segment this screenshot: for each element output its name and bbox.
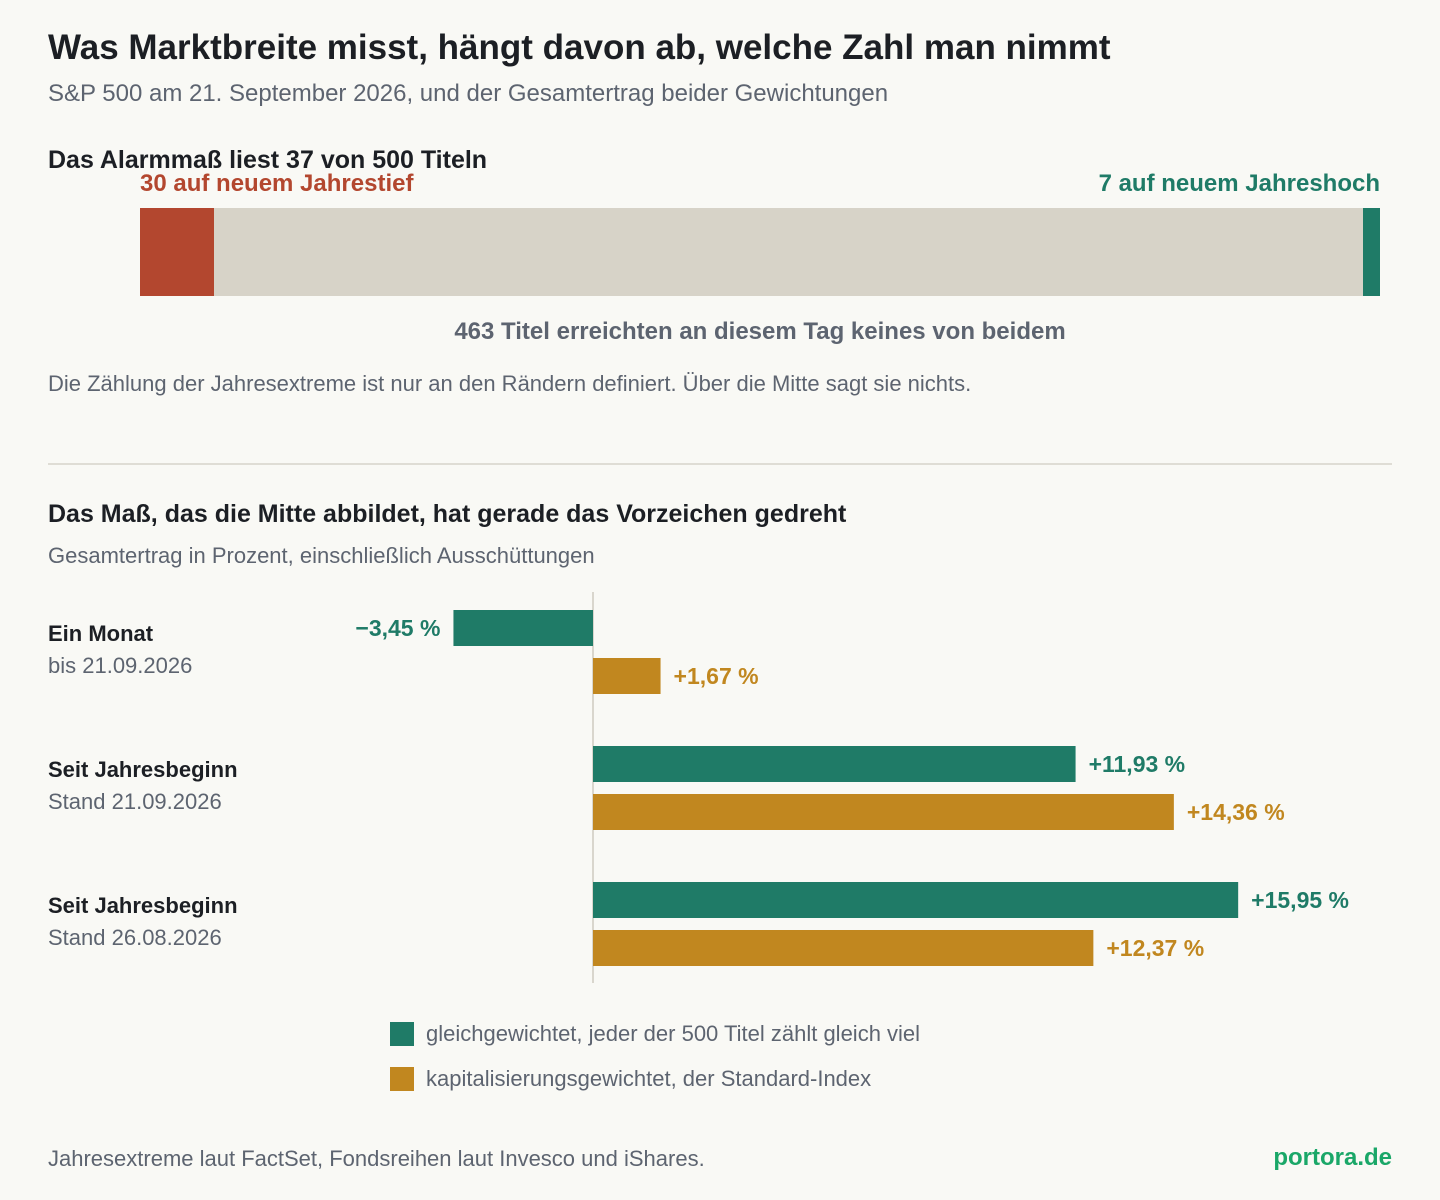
row-title-1: Ein Monat <box>48 621 154 646</box>
value-label-cap-2: +14,36 % <box>1187 799 1285 825</box>
bar-equal-3 <box>593 882 1239 918</box>
bar-cap-3 <box>593 930 1094 966</box>
legend-swatch-equal <box>390 1022 414 1046</box>
segment-neither <box>214 208 1363 296</box>
row-title-2: Seit Jahresbeginn <box>48 757 238 782</box>
section2-subtitle: Gesamtertrag in Prozent, einschließlich … <box>48 543 595 568</box>
brand-link[interactable]: portora.de <box>1273 1144 1392 1171</box>
section1-note: Die Zählung der Jahresextreme ist nur an… <box>48 371 972 396</box>
row-title-3: Seit Jahresbeginn <box>48 893 238 918</box>
bar-equal-1 <box>453 610 593 646</box>
bar-cap-1 <box>593 658 661 694</box>
row-date-2: Stand 21.09.2026 <box>48 789 222 814</box>
bar-cap-2 <box>593 794 1174 830</box>
middle-count-label: 463 Titel erreichten an diesem Tag keine… <box>454 318 1066 345</box>
row-date-1: bis 21.09.2026 <box>48 653 193 678</box>
low-count-label: 30 auf neuem Jahrestief <box>140 170 414 197</box>
breadth-stacked-bar <box>140 208 1380 296</box>
value-label-equal-2: +11,93 % <box>1089 751 1186 777</box>
chart-title: Was Marktbreite misst, hängt davon ab, w… <box>48 28 1111 67</box>
value-label-equal-3: +15,95 % <box>1251 887 1349 913</box>
high-count-label: 7 auf neuem Jahreshoch <box>1098 170 1380 197</box>
legend-swatch-cap <box>390 1067 414 1091</box>
segment-new-highs <box>1362 208 1380 296</box>
section1-title: Das Alarmmaß liest 37 von 500 Titeln <box>48 146 488 174</box>
segment-new-lows <box>140 208 215 296</box>
legend-label-equal: gleichgewichtet, jeder der 500 Titel zäh… <box>426 1021 921 1046</box>
chart-subtitle: S&P 500 am 21. September 2026, und der G… <box>48 80 889 107</box>
value-label-cap-1: +1,67 % <box>674 663 759 689</box>
section-divider <box>48 463 1392 465</box>
section2-title: Das Maß, das die Mitte abbildet, hat ger… <box>48 500 847 528</box>
row-date-3: Stand 26.08.2026 <box>48 925 222 950</box>
bar-equal-2 <box>593 746 1076 782</box>
source-note: Jahresextreme laut FactSet, Fondsreihen … <box>48 1146 705 1171</box>
value-label-cap-3: +12,37 % <box>1106 935 1204 961</box>
legend-label-cap: kapitalisierungsgewichtet, der Standard-… <box>426 1066 872 1091</box>
value-label-equal-1: −3,45 % <box>355 615 440 641</box>
